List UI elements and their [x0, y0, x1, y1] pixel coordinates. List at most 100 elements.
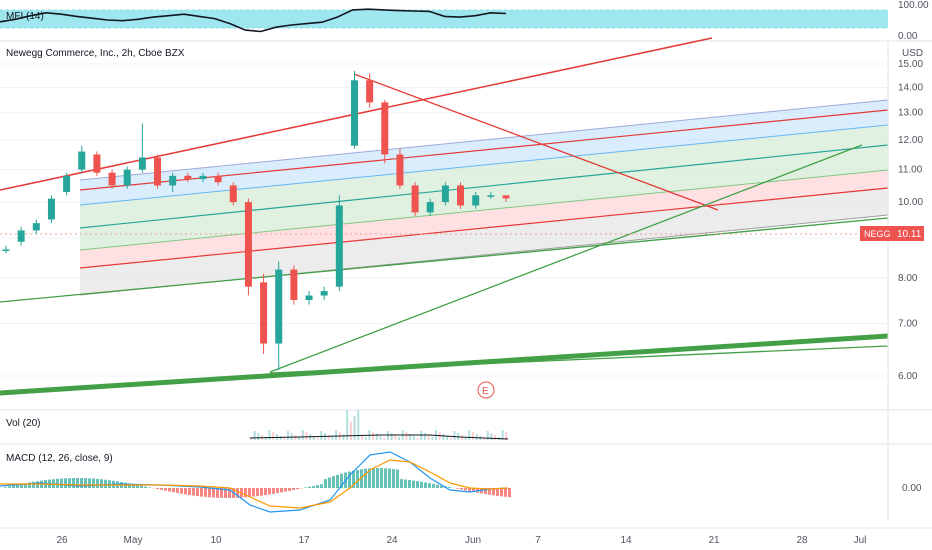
volume-bar — [412, 436, 415, 440]
macd-hist-bar — [484, 488, 487, 495]
macd-hist-bar — [176, 488, 179, 494]
channel-line-blue — [79, 124, 889, 206]
volume-label: Vol (20) — [6, 418, 40, 429]
macd-hist-bar — [308, 486, 311, 488]
price-tick-label: 13.00 — [898, 108, 923, 119]
candle-body — [366, 80, 374, 103]
volume-bar — [449, 438, 452, 440]
currency-label: USD — [902, 48, 923, 59]
candle-body — [426, 202, 434, 213]
candle — [2, 245, 10, 254]
volume-bar — [268, 430, 271, 440]
volume-bar — [475, 434, 478, 440]
mfi-pane: MFI (14) 100.00 0.00 — [0, 0, 929, 42]
macd-hist-bar — [284, 488, 287, 492]
volume-bar — [416, 438, 419, 440]
macd-hist-bar — [404, 479, 407, 488]
last-price-value: 10.11 — [897, 229, 922, 240]
earnings-marker-label: E — [482, 386, 489, 397]
candle — [123, 166, 131, 189]
candle-body — [320, 291, 328, 296]
macd-hist-bar — [216, 488, 219, 498]
candle — [78, 145, 86, 173]
volume-bar — [394, 435, 397, 440]
volume-bar — [442, 434, 445, 440]
macd-hist-bar — [100, 479, 103, 488]
macd-hist-bar — [76, 478, 79, 488]
candle-body — [123, 169, 131, 186]
macd-hist-bar — [272, 488, 275, 494]
candle — [199, 172, 207, 183]
macd-hist-bar — [304, 487, 307, 488]
macd-hist-bar — [376, 468, 379, 488]
volume-bar — [342, 434, 345, 440]
volume-bar — [490, 433, 493, 440]
earnings-marker[interactable] — [477, 381, 495, 399]
channel-line-green — [79, 169, 889, 251]
candle — [335, 195, 343, 292]
time-tick-label: 14 — [620, 535, 632, 546]
green-support-line — [0, 217, 889, 303]
macd-hist-bar — [164, 488, 167, 491]
candle — [290, 265, 298, 305]
macd-hist-bar — [276, 488, 279, 494]
macd-hist-bar — [356, 469, 359, 488]
volume-bar — [505, 432, 508, 440]
volume-bar — [483, 438, 486, 440]
price-tick-label: 10.00 — [898, 197, 923, 208]
macd-hist-bar — [364, 468, 367, 488]
price-tick-label: 6.00 — [898, 371, 918, 382]
macd-hist-bar — [20, 483, 23, 488]
macd-hist-bar — [252, 488, 255, 497]
symbol-badge — [860, 226, 894, 241]
volume-bar — [335, 430, 338, 440]
macd-hist-bar — [336, 474, 339, 488]
macd-hist-bar — [504, 488, 507, 497]
candle-body — [381, 102, 389, 155]
macd-hist-bar — [460, 488, 463, 490]
mfi-tick-100: 100.00 — [898, 0, 929, 11]
macd-hist-bar — [408, 480, 411, 488]
macd-hist-bar — [228, 488, 231, 498]
macd-hist-bar — [68, 478, 71, 488]
volume-bar — [250, 438, 252, 440]
macd-hist-bar — [360, 469, 363, 488]
time-tick-label: 28 — [796, 535, 808, 546]
macd-hist-bar — [148, 487, 151, 488]
macd-hist-bar — [328, 477, 331, 488]
macd-hist-bar — [200, 488, 203, 497]
candle-body — [244, 202, 252, 287]
candle-body — [2, 249, 10, 251]
candle — [411, 182, 419, 216]
candle-body — [441, 185, 449, 203]
macd-hist-bar — [84, 478, 87, 488]
time-tick-label: Jul — [854, 535, 867, 546]
macd-hist-bar — [380, 468, 383, 488]
candle-body — [63, 175, 71, 192]
time-tick-label: 10 — [210, 535, 222, 546]
time-axis: 26 May 10 17 24 Jun 7 14 21 28 Jul — [56, 535, 866, 546]
mfi-label: MFI (14) — [6, 11, 44, 22]
macd-hist-bar — [496, 488, 499, 496]
volume-bar — [287, 431, 289, 440]
macd-hist-bar — [440, 485, 443, 488]
volume-bar — [264, 437, 267, 440]
macd-hist-bar — [388, 468, 391, 488]
mfi-line — [0, 8, 507, 33]
candle — [184, 172, 192, 183]
macd-hist-bar — [348, 471, 351, 488]
candle — [350, 70, 358, 149]
candle — [63, 172, 71, 196]
candle — [17, 226, 25, 246]
macd-hist-bar — [256, 488, 259, 497]
volume-bar — [316, 438, 319, 440]
candle — [441, 182, 449, 206]
macd-hist-bar — [184, 488, 187, 495]
macd-hist-bar — [92, 478, 95, 488]
macd-hist-bar — [172, 488, 175, 493]
macd-hist-bar — [316, 485, 319, 488]
time-tick-label: 24 — [386, 535, 398, 546]
macd-hist-bar — [196, 488, 199, 497]
candle — [426, 198, 434, 216]
volume-bar — [346, 410, 349, 440]
